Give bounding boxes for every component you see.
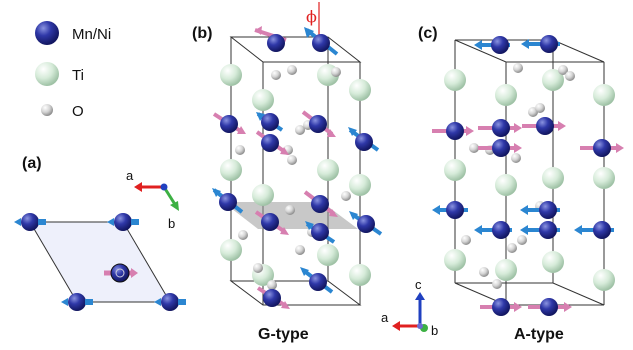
spin-arrow-icon bbox=[254, 210, 289, 235]
legend: Mn/Ni Ti O bbox=[35, 21, 111, 120]
axis-b-label: b bbox=[431, 323, 438, 338]
phi-label: ϕ bbox=[306, 7, 317, 26]
spin-arrow-icon bbox=[255, 130, 289, 155]
spin-arrow-icon bbox=[478, 119, 522, 137]
panel-c: (c) bbox=[381, 25, 624, 343]
spin-arrow-icon bbox=[304, 27, 339, 56]
legend-label-o: O bbox=[72, 103, 84, 120]
spin-arrow-icon bbox=[300, 267, 334, 294]
axis-triad-icon: c a b bbox=[381, 277, 438, 338]
panel-b: (b) ϕ bbox=[192, 2, 383, 343]
spin-arrow-icon bbox=[432, 122, 474, 140]
spin-arrow-icon bbox=[478, 139, 522, 157]
spin-arrow-icon bbox=[580, 139, 624, 157]
spin-arrow-icon bbox=[520, 221, 560, 239]
spin-arrow-icon bbox=[303, 190, 338, 217]
panel-c-label: (c) bbox=[418, 25, 438, 42]
corner-atom bbox=[14, 213, 46, 231]
spin-arrow-icon bbox=[349, 211, 383, 236]
spin-arrow-icon bbox=[474, 221, 512, 239]
axis-triad-icon: a b bbox=[126, 168, 179, 231]
legend-label-ti: Ti bbox=[72, 67, 84, 84]
spin-arrow-icon bbox=[522, 117, 566, 135]
phi-angle-marker: ϕ bbox=[306, 2, 320, 38]
spin-arrow-icon bbox=[256, 112, 284, 132]
panel-a: (a) a b bbox=[14, 155, 186, 311]
mn-ni-spins-a-type bbox=[432, 35, 624, 316]
o-atoms bbox=[461, 63, 575, 289]
legend-item-o: O bbox=[41, 103, 84, 120]
spin-arrow-icon bbox=[254, 26, 287, 52]
unit-cell-ab bbox=[29, 221, 171, 303]
center-atom bbox=[104, 263, 138, 283]
panel-a-label: (a) bbox=[22, 155, 42, 172]
spin-arrow-icon bbox=[348, 127, 380, 152]
panel-b-label: (b) bbox=[192, 25, 212, 42]
mn-ni-atom-icon bbox=[35, 21, 59, 45]
spin-arrow-icon bbox=[212, 112, 246, 134]
spin-arrow-icon bbox=[432, 201, 468, 219]
unit-cell-box bbox=[454, 39, 605, 306]
spin-arrow-icon bbox=[301, 110, 336, 137]
spin-arrow-icon bbox=[212, 188, 244, 214]
spin-arrow-icon bbox=[521, 35, 560, 53]
corner-atom bbox=[61, 293, 93, 311]
axis-a-label: a bbox=[381, 310, 389, 325]
unit-cell-box bbox=[229, 36, 362, 306]
spin-arrow-icon bbox=[574, 221, 614, 239]
spin-arrow-icon bbox=[256, 286, 290, 309]
spin-arrow-icon bbox=[520, 201, 560, 219]
corner-atom bbox=[154, 293, 186, 311]
legend-item-ti: Ti bbox=[35, 62, 84, 86]
o-atoms bbox=[235, 65, 351, 290]
mn-ni-spins-g-type bbox=[212, 26, 383, 309]
spin-arrow-icon bbox=[528, 298, 572, 316]
panel-b-caption: G-type bbox=[258, 326, 309, 343]
o-atom-icon bbox=[41, 104, 53, 116]
ti-atoms bbox=[444, 69, 615, 291]
ti-atom-icon bbox=[35, 62, 59, 86]
axis-c-label: c bbox=[415, 277, 422, 292]
corner-atom bbox=[107, 213, 139, 231]
spin-arrow-icon bbox=[474, 36, 510, 54]
ti-atoms bbox=[220, 64, 371, 286]
panel-c-caption: A-type bbox=[514, 326, 564, 343]
spin-arrow-icon bbox=[305, 221, 336, 244]
spin-arrow-icon bbox=[480, 298, 522, 316]
legend-item-mn-ni: Mn/Ni bbox=[35, 21, 111, 45]
axis-b-label: b bbox=[168, 216, 175, 231]
axis-a-label: a bbox=[126, 168, 134, 183]
legend-label-mn-ni: Mn/Ni bbox=[72, 26, 111, 43]
